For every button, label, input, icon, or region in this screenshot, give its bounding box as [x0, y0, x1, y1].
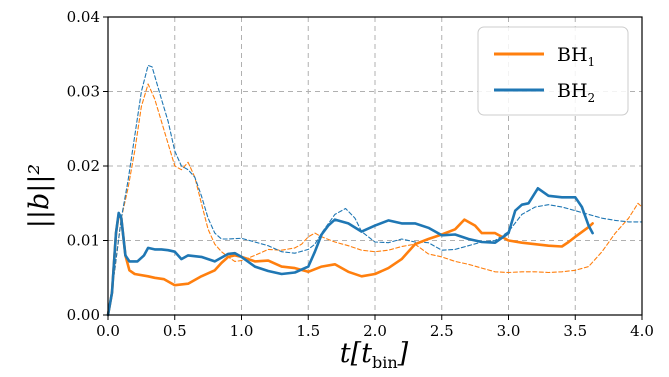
x-axis-label-close: ] — [397, 338, 409, 369]
legend: BH1 BH2 — [477, 26, 629, 116]
legend-box — [477, 26, 629, 116]
x-axis-label-subscript: bin — [372, 353, 398, 372]
x-tick-label: 2.0 — [363, 322, 387, 340]
legend-label-bh1-main: BH — [557, 44, 588, 66]
series-line-bh2-dashed — [107, 64, 643, 316]
axis-ticks: 0.0 0.5 1.0 1.5 2.0 2.5 3.0 3.5 4.0 0.00 0.01 0.02 0… — [67, 8, 654, 340]
y-tick-label: 0.03 — [67, 83, 100, 101]
x-tick-label: 0.0 — [96, 322, 120, 340]
legend-label-bh2: BH2 — [557, 80, 595, 105]
series-line-bh2 — [106, 187, 594, 317]
y-tick-label: 0.00 — [67, 306, 100, 324]
x-axis-label-main: t[t — [340, 338, 372, 369]
legend-label-bh2-sub: 2 — [588, 91, 596, 105]
x-tick-label: 4.0 — [630, 322, 654, 340]
x-tick-label: 1.5 — [296, 322, 320, 340]
legend-label-bh2-main: BH — [557, 80, 588, 102]
legend-label-bh1-sub: 1 — [588, 55, 596, 69]
x-tick-label: 0.5 — [163, 322, 187, 340]
y-tick-label: 0.02 — [67, 157, 100, 175]
y-tick-label: 0.01 — [67, 232, 100, 250]
y-axis-label: ||b||² — [24, 164, 55, 229]
x-axis-label: t[tbin] — [340, 338, 409, 372]
series-line-bh1-dashed — [107, 83, 643, 316]
legend-label-bh1: BH1 — [557, 44, 595, 69]
y-tick-label: 0.04 — [67, 8, 100, 26]
series-line-bh1 — [106, 213, 594, 317]
x-tick-label: 1.0 — [230, 322, 254, 340]
x-tick-label: 2.5 — [430, 322, 454, 340]
x-tick-label: 3.0 — [497, 322, 521, 340]
x-tick-label: 3.5 — [563, 322, 587, 340]
series-layer — [106, 64, 643, 317]
